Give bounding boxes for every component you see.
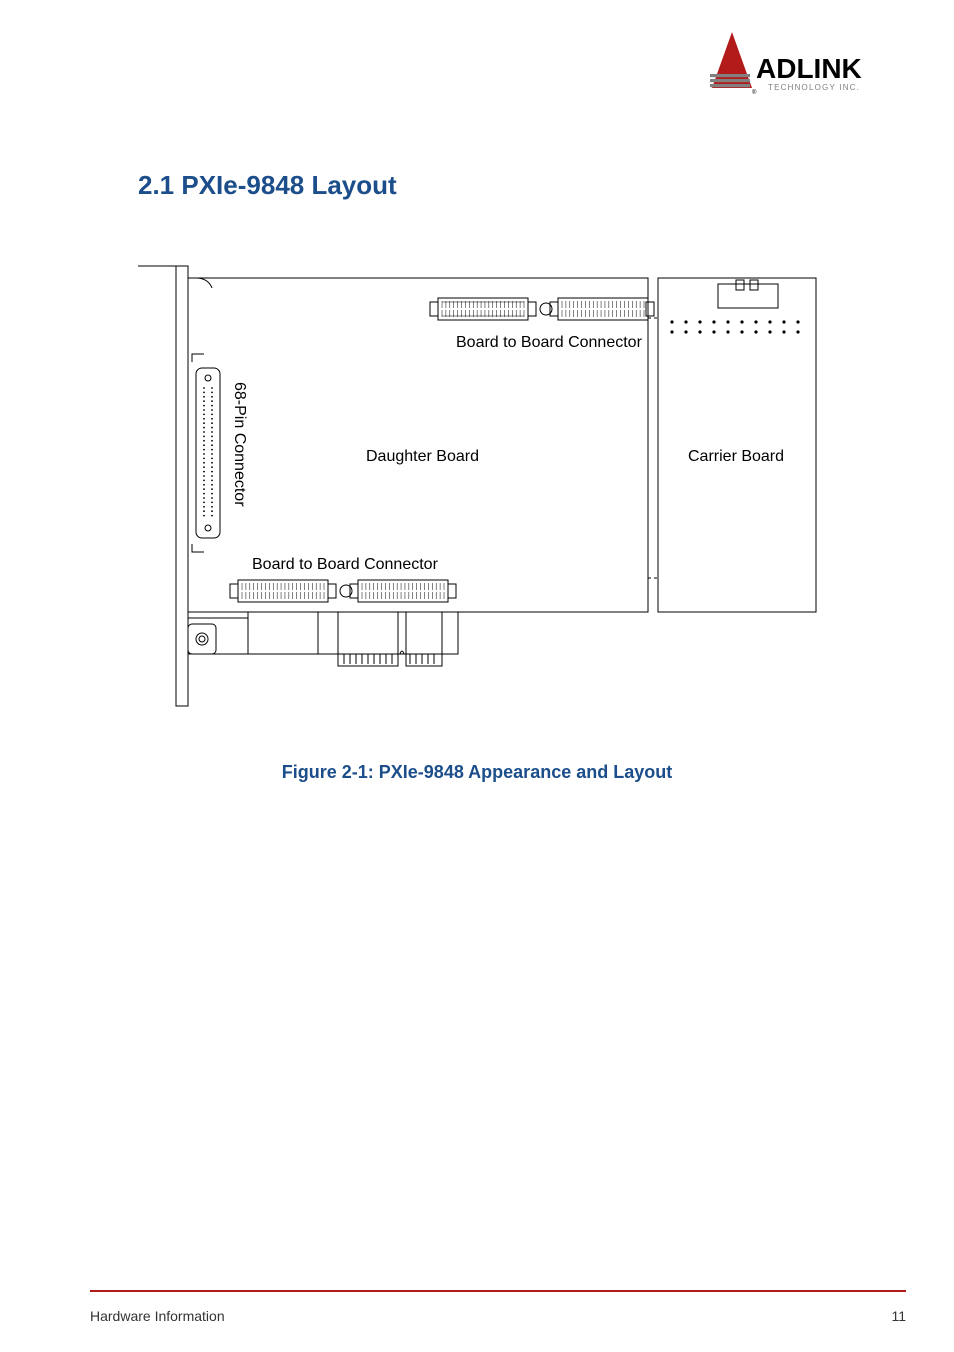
footer-rule [90, 1290, 906, 1292]
logo-primary: ADLINK [756, 53, 862, 84]
board-layout-diagram: Daughter Board Carrier Board Board to Bo… [138, 258, 818, 718]
edge-fingers-1 [344, 654, 392, 664]
edge-fingers-2 [410, 654, 434, 664]
label-68pin: 68-Pin Connector [230, 382, 248, 507]
logo-tagline: TECHNOLOGY INC. [768, 83, 860, 92]
label-b2b-bottom: Board to Board Connector [252, 556, 438, 574]
footer-page-number: 11 [891, 1308, 906, 1324]
logo-svg: ADLINK ® TECHNOLOGY INC. [706, 28, 906, 108]
label-b2b-top: Board to Board Connector [456, 334, 642, 352]
figure-caption: Figure 2-1: PXIe-9848 Appearance and Lay… [0, 762, 954, 783]
pin68-connector [196, 368, 220, 538]
label-carrier-board: Carrier Board [688, 448, 784, 466]
page-root: ADLINK ® TECHNOLOGY INC. 2.1 PXIe-9848 L… [0, 0, 954, 1352]
section-heading: 2.1 PXIe-9848 Layout [138, 170, 397, 201]
footer-left: Hardware Information [90, 1308, 225, 1324]
logo: ADLINK ® TECHNOLOGY INC. [706, 28, 906, 108]
carrier-top-connector [718, 280, 778, 308]
svg-text:®: ® [752, 89, 757, 96]
label-daughter-board: Daughter Board [366, 448, 479, 466]
b2b-connector-bottom [230, 580, 456, 602]
